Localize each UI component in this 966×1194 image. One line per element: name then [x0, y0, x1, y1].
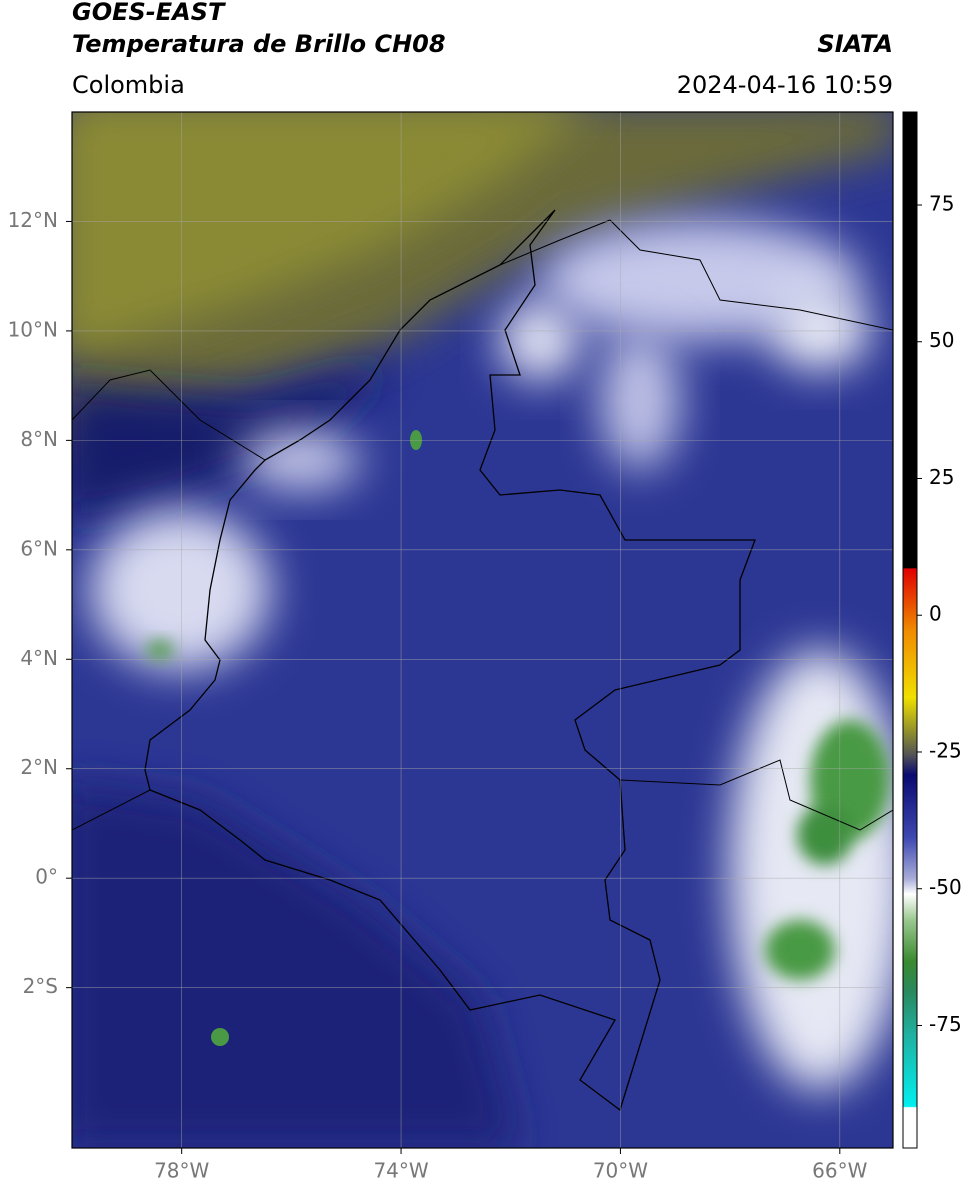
colorbar-tick-label: -50	[929, 875, 962, 899]
x-tick-label: 70°W	[593, 1159, 648, 1183]
colorbar-tick-label: -25	[929, 738, 962, 762]
y-tick-label: 6°N	[20, 536, 58, 560]
colorbar-tick-label: 25	[929, 465, 954, 489]
y-tick-label: 2°S	[23, 974, 58, 998]
x-tick-label: 74°W	[373, 1159, 428, 1183]
datetime: 2024-04-16 10:59	[677, 71, 893, 99]
agency: SIATA	[817, 30, 893, 58]
y-tick-label: 12°N	[8, 208, 58, 232]
y-tick-label: 8°N	[20, 427, 58, 451]
colorbar-tick-label: 50	[929, 328, 954, 352]
region: Colombia	[72, 71, 185, 99]
y-tick-label: 2°N	[20, 755, 58, 779]
map-frame	[71, 111, 894, 1149]
y-tick-label: 10°N	[8, 317, 58, 341]
y-tick-label: 4°N	[20, 646, 58, 670]
x-tick-label: 78°W	[154, 1159, 209, 1183]
product: Temperatura de Brillo CH08	[72, 30, 446, 58]
colorbar	[902, 111, 918, 1149]
colorbar-tick-label: -75	[929, 1012, 962, 1036]
colorbar-tick-label: 75	[929, 191, 954, 215]
satellite-image	[72, 112, 893, 1148]
colorbar-tick-label: 0	[929, 602, 942, 626]
source: GOES-EAST	[72, 0, 226, 26]
x-tick-label: 66°W	[812, 1159, 867, 1183]
y-tick-label: 0°	[35, 865, 58, 889]
